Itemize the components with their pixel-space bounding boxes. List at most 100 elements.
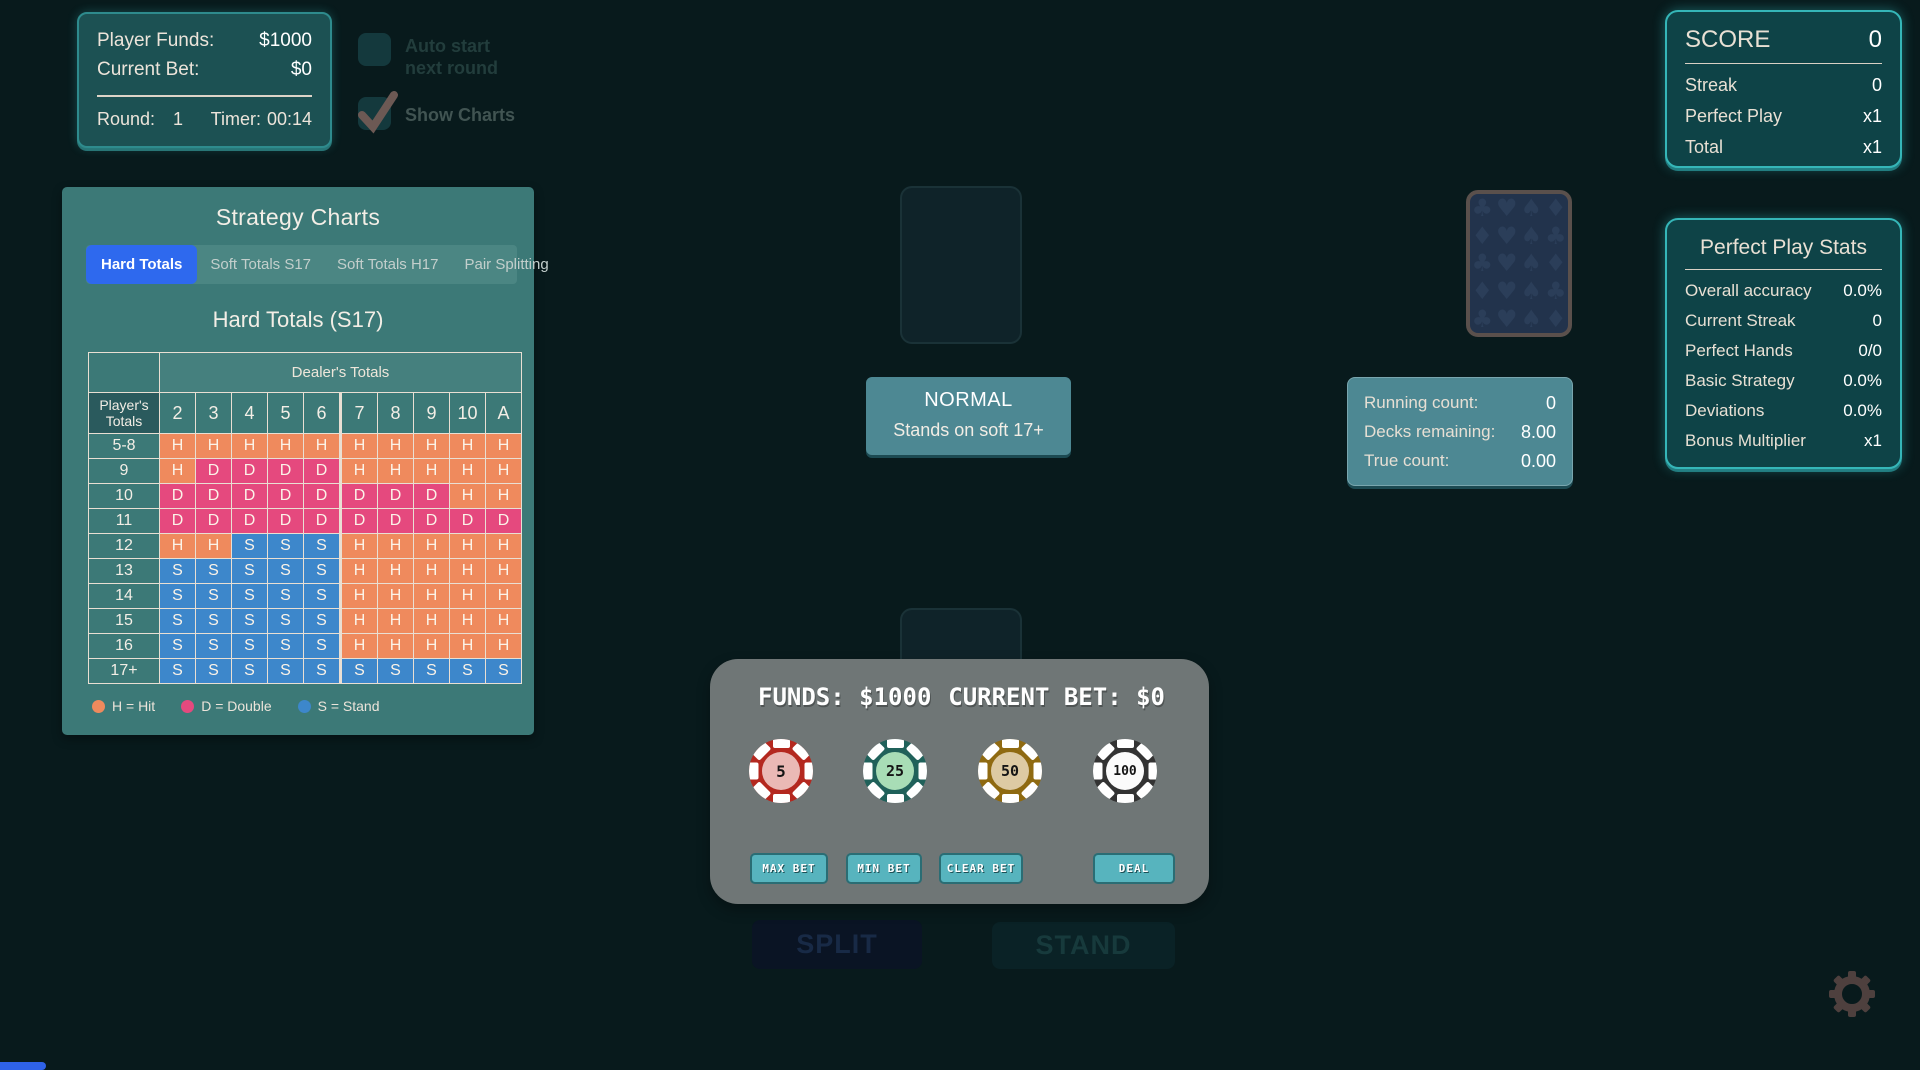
strategy-cell: H — [303, 433, 341, 459]
strategy-cell: S — [195, 583, 232, 609]
dealer-col-10: 10 — [449, 392, 486, 434]
chip-value: 50 — [991, 752, 1029, 790]
tab-soft-totals-s17[interactable]: Soft Totals S17 — [210, 256, 312, 273]
strategy-cell: H — [413, 558, 450, 584]
count-panel: Running count: 0 Decks remaining: 8.00 True … — [1347, 377, 1573, 486]
chip-100[interactable]: 100 — [1093, 739, 1157, 803]
suit-glyph: ♠ — [1520, 277, 1542, 306]
player-total-label: 17+ — [88, 658, 160, 684]
strategy-cell: H — [195, 533, 232, 559]
stat-label: Perfect Play — [1685, 105, 1783, 126]
strategy-cell: H — [339, 558, 378, 584]
strategy-cell: D — [339, 508, 378, 534]
chip-50[interactable]: 50 — [978, 739, 1042, 803]
perfect-play-stats-panel: Perfect Play Stats Overall accuracy 0.0% C… — [1665, 218, 1902, 469]
stand-button[interactable]: STAND — [992, 922, 1175, 969]
player-total-label: 5-8 — [88, 433, 160, 459]
legend-text: D = Double — [201, 698, 272, 714]
card-back: ♣ ♥ ♠ ♦ ♦ ♥ ♠ ♣ ♣ ♥ ♠ ♦ ♦ ♥ ♠ ♣ ♣ ♥ ♠ ♦ — [1466, 190, 1572, 337]
chip-value: 5 — [762, 752, 800, 790]
strategy-cell: H — [267, 433, 304, 459]
tab-hard-totals[interactable]: Hard Totals — [86, 245, 198, 284]
current-bet-value: $0 — [290, 59, 312, 81]
legend-dot-icon — [181, 699, 195, 713]
dealer-col-8: 8 — [377, 392, 414, 434]
player-total-label: 10 — [88, 483, 160, 509]
strategy-cell: H — [485, 633, 522, 659]
chip-25[interactable]: 25 — [863, 739, 927, 803]
strategy-cell: S — [485, 658, 522, 684]
strategy-cell: S — [303, 533, 341, 559]
dealer-col-7: 7 — [339, 392, 378, 434]
auto-start-label: Auto start next round — [405, 36, 498, 78]
stat-label: Overall accuracy — [1685, 281, 1812, 300]
settings-gear-icon[interactable] — [1826, 968, 1878, 1020]
strategy-row-5-8: 5-8 H H H H H H H H H H — [88, 433, 522, 459]
strategy-cell: H — [377, 608, 414, 634]
dealer-col-3: 3 — [195, 392, 232, 434]
strategy-cell: S — [231, 583, 268, 609]
card-back-pattern: ♣ ♥ ♠ ♦ ♦ ♥ ♠ ♣ ♣ ♥ ♠ ♦ ♦ ♥ ♠ ♣ ♣ ♥ ♠ ♦ — [1470, 194, 1568, 333]
chip-notch — [772, 739, 790, 748]
strategy-cell: S — [195, 558, 232, 584]
stat-label: Deviations — [1685, 400, 1765, 420]
strategy-cell: H — [339, 533, 378, 559]
dealer-mode: NORMAL — [924, 389, 1013, 411]
chip-notch — [886, 739, 904, 748]
strategy-cell: H — [449, 458, 486, 484]
auto-start-option: Auto start next round — [358, 33, 515, 79]
player-funds-panel: Player Funds: $1000 Current Bet: $0 Roun… — [77, 12, 332, 148]
deal-button[interactable]: DEAL — [1093, 853, 1175, 884]
strategy-cell: S — [195, 608, 232, 634]
stats-divider — [1685, 269, 1882, 270]
strategy-cell: S — [231, 558, 268, 584]
chip-5[interactable]: 5 — [749, 739, 813, 803]
show-charts-checkbox[interactable] — [358, 91, 398, 134]
min-bet-button[interactable]: MIN BET — [846, 853, 922, 884]
strategy-cell: H — [377, 433, 414, 459]
chip-notch — [772, 794, 790, 803]
strategy-cell: D — [267, 483, 304, 509]
strategy-cell: H — [377, 583, 414, 609]
stat-value: 0/0 — [1858, 340, 1882, 360]
split-button[interactable]: SPLIT — [752, 920, 922, 969]
strategy-cell: S — [231, 533, 268, 559]
strategy-row-17-: 17+ S S S S S S S S S S — [88, 658, 522, 684]
chip-notch — [886, 794, 904, 803]
auto-start-checkbox[interactable] — [358, 33, 391, 66]
legend-text: H = Hit — [112, 698, 156, 714]
stat-value: 0 — [1872, 310, 1882, 330]
stats-rows: Overall accuracy 0.0% Current Streak 0 Perfe… — [1685, 276, 1882, 455]
tab-pair-splitting[interactable]: Pair Splitting — [464, 256, 549, 273]
stat-value: x1 — [1862, 105, 1882, 126]
strategy-cell: D — [449, 508, 486, 534]
strategy-cell: D — [303, 508, 341, 534]
chip-notch — [1148, 762, 1157, 780]
suit-glyph: ♣ — [1471, 305, 1493, 334]
strategy-cell: S — [267, 608, 304, 634]
strategy-cell: H — [413, 458, 450, 484]
strategy-cell: H — [413, 608, 450, 634]
suit-glyph: ♥ — [1495, 193, 1518, 222]
strategy-cell: S — [303, 608, 341, 634]
strategy-cell: S — [159, 558, 196, 584]
max-bet-button[interactable]: MAX BET — [750, 853, 828, 884]
chip-notch — [1001, 739, 1019, 748]
count-value: 0.00 — [1520, 451, 1556, 472]
stat-row-streak: Streak 0 — [1685, 70, 1882, 101]
count-label: Decks remaining: — [1364, 422, 1496, 442]
strategy-cell: S — [195, 633, 232, 659]
strategy-cell: S — [159, 633, 196, 659]
round-value: 1 — [173, 108, 184, 129]
strategy-cell: D — [485, 508, 522, 534]
chip-value: 100 — [1106, 752, 1144, 790]
strategy-cell: S — [195, 658, 232, 684]
clear-bet-button[interactable]: CLEAR BET — [939, 853, 1023, 884]
stat-value: 0.0% — [1843, 400, 1882, 420]
suit-glyph: ♣ — [1471, 249, 1493, 278]
tab-soft-totals-h17[interactable]: Soft Totals H17 — [337, 256, 439, 273]
strategy-cell: H — [413, 533, 450, 559]
chip-notch — [1033, 762, 1042, 780]
player-funds-value: $1000 — [259, 30, 312, 51]
